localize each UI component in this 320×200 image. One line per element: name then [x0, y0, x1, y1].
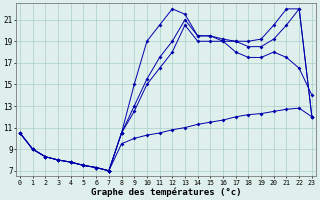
X-axis label: Graphe des températures (°c): Graphe des températures (°c)	[91, 187, 241, 197]
